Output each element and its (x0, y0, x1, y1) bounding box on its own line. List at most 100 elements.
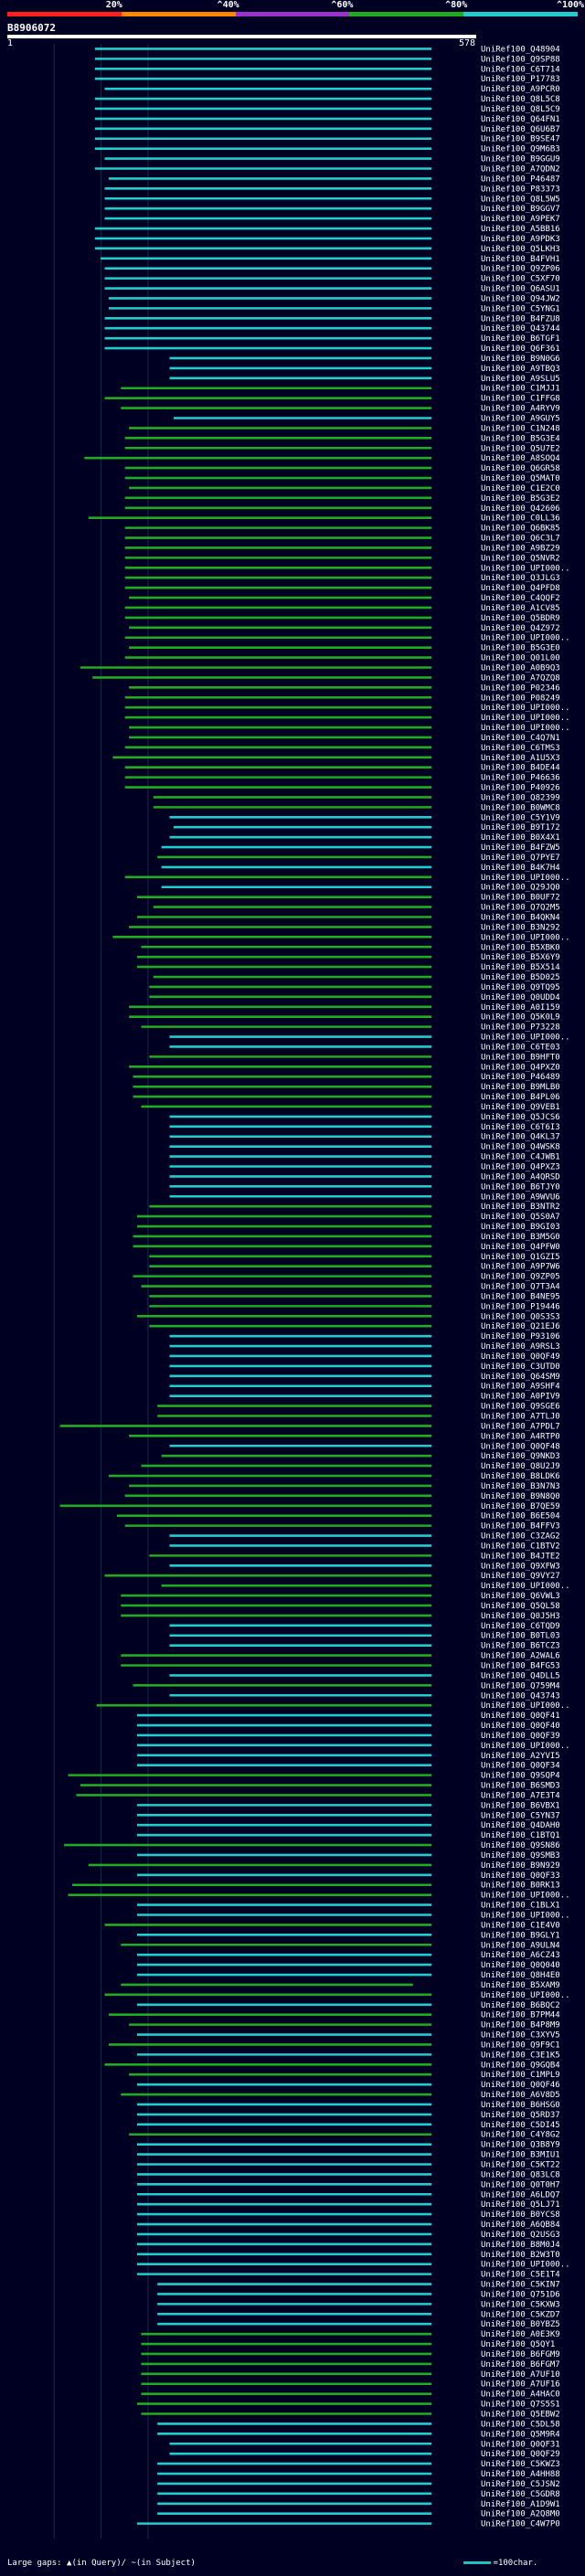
hit-id-label[interactable]: UniRef100_Q9SN86 (481, 1841, 560, 1850)
hit-id-label[interactable]: UniRef100_C4QQF2 (481, 594, 560, 603)
hit-id-label[interactable]: UniRef100_P08249 (481, 694, 560, 703)
hit-id-label[interactable]: UniRef100_A7PDL7 (481, 1422, 560, 1431)
hit-id-label[interactable]: UniRef100_C6T714 (481, 65, 560, 74)
hit-id-label[interactable]: UniRef100_P46636 (481, 774, 560, 783)
hit-id-label[interactable]: UniRef100_A6LDQ7 (481, 2190, 560, 2200)
hit-id-label[interactable]: UniRef100_B6FGM7 (481, 2360, 560, 2369)
hit-id-label[interactable]: UniRef100_A8SOQ4 (481, 454, 560, 463)
hit-id-label[interactable]: UniRef100_B8LDK6 (481, 1472, 560, 1481)
hit-id-label[interactable]: UniRef100_B2W3T0 (481, 2251, 560, 2260)
hit-id-label[interactable]: UniRef100_C5KWZ3 (481, 2460, 560, 2469)
hit-id-label[interactable]: UniRef100_Q9VEB1 (481, 1103, 560, 1112)
hit-id-label[interactable]: UniRef100_B6BQC2 (481, 2001, 560, 2010)
hit-id-label[interactable]: UniRef100_Q0Q040 (481, 1961, 560, 1970)
hit-id-label[interactable]: UniRef100_C5GDR8 (481, 2490, 560, 2499)
hit-id-label[interactable]: UniRef100_Q5M9R4 (481, 2430, 560, 2439)
hit-id-label[interactable]: UniRef100_A4RTP0 (481, 1432, 560, 1441)
hit-id-label[interactable]: UniRef100_B4K7H4 (481, 864, 560, 873)
hit-id-label[interactable]: UniRef100_Q48904 (481, 45, 560, 54)
hit-id-label[interactable]: UniRef100_Q9VY27 (481, 1572, 560, 1581)
hit-id-label[interactable]: UniRef100_B0WMC8 (481, 803, 560, 812)
hit-id-label[interactable]: UniRef100_B4QKN4 (481, 914, 560, 923)
hit-id-label[interactable]: UniRef100_C1MPL9 (481, 2071, 560, 2080)
hit-id-label[interactable]: UniRef100_UPI000.. (481, 2261, 570, 2270)
hit-id-label[interactable]: UniRef100_B0X4X1 (481, 833, 560, 843)
hit-id-label[interactable]: UniRef100_C5Y1V9 (481, 813, 560, 822)
hit-id-label[interactable]: UniRef100_B3N292 (481, 923, 560, 932)
hit-id-label[interactable]: UniRef100_Q83LC8 (481, 2170, 560, 2179)
hit-id-label[interactable]: UniRef100_A9PEK7 (481, 215, 560, 224)
hit-id-label[interactable]: UniRef100_Q5MAT0 (481, 474, 560, 483)
hit-id-label[interactable]: UniRef100_Q0UDD4 (481, 993, 560, 1002)
hit-id-label[interactable]: UniRef100_Q0QF49 (481, 1352, 560, 1362)
hit-id-label[interactable]: UniRef100_Q6GR58 (481, 464, 560, 473)
hit-id-label[interactable]: UniRef100_Q64FN1 (481, 115, 560, 124)
hit-id-label[interactable]: UniRef100_UPI000.. (481, 1034, 570, 1043)
hit-id-label[interactable]: UniRef100_Q9GQB4 (481, 2061, 560, 2070)
hit-id-label[interactable]: UniRef100_C5XF70 (481, 275, 560, 284)
hit-id-label[interactable]: UniRef100_C4Y8G2 (481, 2131, 560, 2140)
hit-id-label[interactable]: UniRef100_B5G3E2 (481, 494, 560, 504)
hit-id-label[interactable]: UniRef100_Q9ZP05 (481, 1273, 560, 1282)
hit-id-label[interactable]: UniRef100_UPI000.. (481, 1892, 570, 1901)
hit-id-label[interactable]: UniRef100_Q64SM9 (481, 1373, 560, 1382)
hit-id-label[interactable]: UniRef100_B7PM44 (481, 2011, 560, 2020)
hit-id-label[interactable]: UniRef100_UPI000.. (481, 704, 570, 713)
hit-id-label[interactable]: UniRef100_C4Q7N1 (481, 734, 560, 743)
hit-id-label[interactable]: UniRef100_Q0QF33 (481, 1871, 560, 1881)
hit-id-label[interactable]: UniRef100_Q5LKH3 (481, 245, 560, 254)
hit-id-label[interactable]: UniRef100_B3NTR2 (481, 1203, 560, 1212)
hit-id-label[interactable]: UniRef100_Q5RD37 (481, 2111, 560, 2120)
hit-id-label[interactable]: UniRef100_Q0QF39 (481, 1732, 560, 1741)
hit-id-label[interactable]: UniRef100_Q5JCS6 (481, 1113, 560, 1122)
hit-id-label[interactable]: UniRef100_B5G3E4 (481, 434, 560, 443)
hit-id-label[interactable]: UniRef100_Q8L5C9 (481, 105, 560, 114)
hit-id-label[interactable]: UniRef100_A7UF10 (481, 2370, 560, 2380)
hit-id-label[interactable]: UniRef100_A6V8D5 (481, 2091, 560, 2100)
hit-id-label[interactable]: UniRef100_B3M5G0 (481, 1233, 560, 1242)
hit-id-label[interactable]: UniRef100_Q4DAH0 (481, 1821, 560, 1830)
hit-id-label[interactable]: UniRef100_B9MLB0 (481, 1083, 560, 1092)
hit-id-label[interactable]: UniRef100_Q1GZI5 (481, 1253, 560, 1262)
hit-id-label[interactable]: UniRef100_Q5S0A7 (481, 1213, 560, 1222)
hit-id-label[interactable]: UniRef100_B4FG53 (481, 1662, 560, 1671)
hit-id-label[interactable]: UniRef100_Q0QF41 (481, 1712, 560, 1721)
hit-id-label[interactable]: UniRef100_C6TE03 (481, 1043, 560, 1052)
hit-id-label[interactable]: UniRef100_Q6ASU1 (481, 285, 560, 294)
hit-id-label[interactable]: UniRef100_UPI000.. (481, 1742, 570, 1751)
hit-id-label[interactable]: UniRef100_A9GUY5 (481, 415, 560, 424)
hit-id-label[interactable]: UniRef100_Q6U6B7 (481, 125, 560, 134)
hit-id-label[interactable]: UniRef100_C1N248 (481, 424, 560, 433)
hit-id-label[interactable]: UniRef100_C5E1T4 (481, 2271, 560, 2280)
hit-id-label[interactable]: UniRef100_Q4DLL5 (481, 1671, 560, 1680)
hit-id-label[interactable]: UniRef100_Q9SP88 (481, 55, 560, 64)
hit-id-label[interactable]: UniRef100_A1CV85 (481, 604, 560, 613)
hit-id-label[interactable]: UniRef100_A4RYV9 (481, 405, 560, 414)
hit-id-label[interactable]: UniRef100_Q5EBW2 (481, 2411, 560, 2420)
hit-id-label[interactable]: UniRef100_C3E1K5 (481, 2051, 560, 2060)
hit-id-label[interactable]: UniRef100_Q4KL37 (481, 1133, 560, 1142)
hit-id-label[interactable]: UniRef100_A0I159 (481, 1003, 560, 1012)
hit-id-label[interactable]: UniRef100_Q6VWL3 (481, 1592, 560, 1601)
hit-id-label[interactable]: UniRef100_P83373 (481, 185, 560, 194)
hit-id-label[interactable]: UniRef100_Q7T3A4 (481, 1283, 560, 1292)
hit-id-label[interactable]: UniRef100_A0E3K9 (481, 2330, 560, 2339)
hit-id-label[interactable]: UniRef100_B0RK13 (481, 1882, 560, 1891)
hit-id-label[interactable]: UniRef100_Q8L5C8 (481, 95, 560, 104)
hit-id-label[interactable]: UniRef100_Q4PFD8 (481, 584, 560, 593)
hit-id-label[interactable]: UniRef100_B6TCZ3 (481, 1642, 560, 1651)
hit-id-label[interactable]: UniRef100_B6E504 (481, 1512, 560, 1521)
hit-id-label[interactable]: UniRef100_P02346 (481, 684, 560, 693)
hit-id-label[interactable]: UniRef100_Q43744 (481, 324, 560, 334)
hit-id-label[interactable]: UniRef100_A9ULN4 (481, 1941, 560, 1950)
hit-id-label[interactable]: UniRef100_B4FZW5 (481, 843, 560, 853)
hit-id-label[interactable]: UniRef100_B9GGU9 (481, 155, 560, 164)
hit-id-label[interactable]: UniRef100_Q4Z972 (481, 624, 560, 633)
hit-id-label[interactable]: UniRef100_B4FZU8 (481, 314, 560, 323)
hit-id-label[interactable]: UniRef100_C1E2C0 (481, 484, 560, 493)
hit-id-label[interactable]: UniRef100_B4DE44 (481, 764, 560, 773)
hit-id-label[interactable]: UniRef100_Q0QF29 (481, 2450, 560, 2459)
hit-id-label[interactable]: UniRef100_Q7S5S1 (481, 2401, 560, 2410)
hit-id-label[interactable]: UniRef100_B9T172 (481, 823, 560, 832)
hit-id-label[interactable]: UniRef100_C4W7P0 (481, 2520, 560, 2529)
